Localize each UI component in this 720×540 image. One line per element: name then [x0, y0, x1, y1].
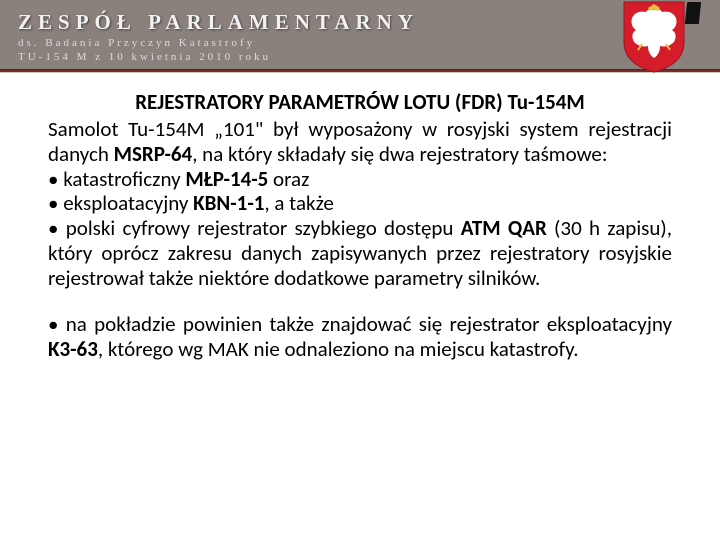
header-sub1: ds. Badania Przyczyn Katastrofy [18, 37, 702, 49]
p1-text-c: , na który składały się dwa rejestratory… [192, 141, 607, 167]
bullet-2: • eksploatacyjny KBN-1-1, a także [48, 191, 672, 216]
eagle-emblem-icon [618, 0, 690, 74]
header-sub2: TU-154 M z 10 kwietnia 2010 roku [18, 51, 702, 63]
content-area: REJESTRATORY PARAMETRÓW LOTU (FDR) Tu-15… [0, 73, 720, 372]
p2-bold: K3-63 [48, 336, 98, 362]
spacer [48, 290, 672, 312]
b2-a: • eksploatacyjny [48, 190, 193, 216]
bullet-1: • katastroficzny MŁP-14-5 oraz [48, 167, 672, 192]
bullet-3: • polski cyfrowy rejestrator szybkiego d… [48, 216, 672, 290]
b3-a: • polski cyfrowy rejestrator szybkiego d… [48, 215, 461, 241]
b1-bold: MŁP-14-5 [185, 166, 268, 192]
p1-bold: MSRP-64 [114, 141, 193, 167]
slide-header: ZESPÓŁ PARLAMENTARNY ds. Badania Przyczy… [0, 0, 720, 69]
paragraph-2: • na pokładzie powinien także znajdować … [48, 312, 672, 362]
header-title: ZESPÓŁ PARLAMENTARNY [18, 10, 702, 35]
b2-c: , a także [264, 190, 333, 216]
b1-a: • katastroficzny [48, 166, 185, 192]
content-heading: REJESTRATORY PARAMETRÓW LOTU (FDR) Tu-15… [48, 89, 672, 115]
b3-bold: ATM QAR [461, 215, 547, 241]
b1-c: oraz [268, 166, 309, 192]
p2-c: , którego wg MAK nie odnaleziono na miej… [98, 336, 579, 362]
paragraph-1: Samolot Tu-154M „101" był wyposażony w r… [48, 117, 672, 167]
p2-a: • na pokładzie powinien także znajdować … [48, 311, 672, 337]
b2-bold: KBN-1-1 [193, 190, 264, 216]
